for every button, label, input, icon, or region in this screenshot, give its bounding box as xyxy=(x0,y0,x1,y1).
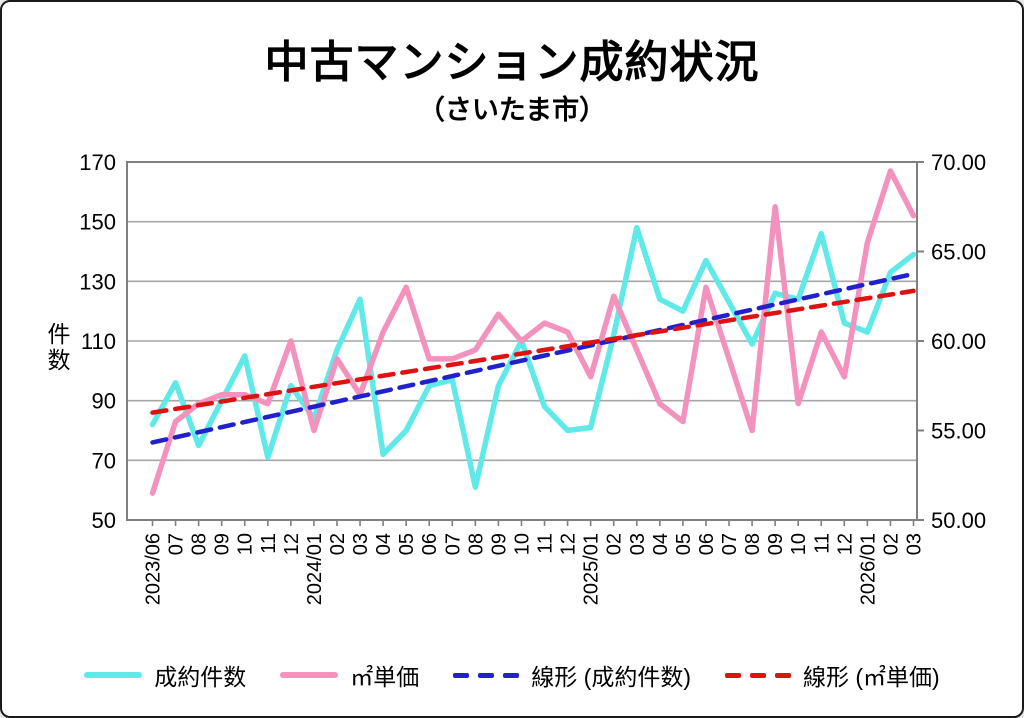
y-right-tick-label: 65.00 xyxy=(931,240,986,265)
legend-label: ㎡単価 xyxy=(350,664,420,690)
legend-dash-segment xyxy=(750,672,766,678)
x-axis-label: 09 xyxy=(765,533,787,555)
legend-dash-segment xyxy=(775,672,791,678)
y-left-tick-label: 110 xyxy=(81,329,116,354)
x-axis-label: 09 xyxy=(212,533,234,555)
legend-label: 線形 (成約件数) xyxy=(531,664,691,690)
x-axis-label: 07 xyxy=(719,533,741,555)
legend: 成約件数 ㎡単価 線形 (成約件数) 線形 (㎡単価) xyxy=(2,658,1022,692)
x-axis-label: 07 xyxy=(166,533,188,555)
y-left-tick-label: 50 xyxy=(92,508,116,533)
y-left-axis-title: 件 xyxy=(48,321,71,347)
x-axis-label: 2025/01 xyxy=(581,533,603,605)
x-axis-label: 02 xyxy=(604,533,626,555)
y-right-tick-label: 70.00 xyxy=(931,150,986,175)
legend-line-swatch xyxy=(84,672,143,678)
legend-line-swatch xyxy=(280,672,339,678)
x-axis-label: 10 xyxy=(235,533,257,555)
legend-dash-swatch xyxy=(725,672,791,678)
x-axis-label: 03 xyxy=(350,533,372,555)
x-axis-label: 12 xyxy=(558,533,580,555)
y-left-tick-label: 70 xyxy=(92,448,116,473)
y-left-tick-label: 170 xyxy=(79,150,116,175)
x-axis-label: 10 xyxy=(511,533,533,555)
y-left-axis-title: 数 xyxy=(48,347,71,373)
x-axis-label: 08 xyxy=(742,533,764,555)
x-axis-label: 2024/01 xyxy=(304,533,326,605)
x-axis-label: 2026/01 xyxy=(857,533,879,605)
x-axis-label: 12 xyxy=(834,533,856,555)
x-axis-label: 11 xyxy=(535,533,557,554)
plot-area: 170 150 130 110 90 70 50 件数 70.00 65.00 60.00 55.00… xyxy=(48,150,987,605)
y-left-tick-label: 150 xyxy=(79,210,116,235)
x-axis-label: 04 xyxy=(373,533,395,555)
y-left-tick-label: 130 xyxy=(79,269,116,294)
trendline-tanka xyxy=(150,288,916,415)
legend-dash-segment xyxy=(453,672,470,678)
x-axis-label: 02 xyxy=(327,533,349,555)
x-axis-label: 11 xyxy=(258,533,280,554)
x-axis-label: 11 xyxy=(811,533,833,554)
legend-dash-segment xyxy=(503,672,520,678)
legend-dash-swatch xyxy=(453,672,520,678)
x-axis-label: 2023/06 xyxy=(143,533,165,605)
x-axis-label: 07 xyxy=(442,533,464,555)
legend-label: 線形 (㎡単価) xyxy=(803,664,940,690)
x-axis-label: 04 xyxy=(650,533,672,555)
x-axis-label: 06 xyxy=(419,533,441,555)
x-axis-label: 12 xyxy=(281,533,303,555)
x-axis-label: 05 xyxy=(673,533,695,555)
x-axis-label: 08 xyxy=(465,533,487,555)
x-axis-label: 05 xyxy=(396,533,418,555)
x-axis-label: 09 xyxy=(488,533,510,555)
series-line-tanka xyxy=(149,168,917,496)
legend-dash-segment xyxy=(478,672,495,678)
legend-item-3: 線形 (㎡単価) xyxy=(725,658,940,692)
legend-item-1: ㎡単価 xyxy=(280,658,419,692)
chart-title: 中古マンション成約状況 xyxy=(264,38,760,87)
y-right-tick-label: 60.00 xyxy=(931,329,986,354)
x-axis-label: 03 xyxy=(627,533,649,555)
chart-subtitle: （さいたま市） xyxy=(417,95,607,125)
x-axis-label: 10 xyxy=(788,533,810,555)
trendline-kensu xyxy=(150,271,916,445)
y-right-tick-label: 50.00 xyxy=(931,508,986,533)
x-axis-label: 03 xyxy=(904,533,926,555)
x-axis-label: 02 xyxy=(880,533,902,555)
legend-item-2: 線形 (成約件数) xyxy=(453,658,691,692)
x-axis-label: 06 xyxy=(696,533,718,555)
legend-item-0: 成約件数 xyxy=(84,658,246,692)
y-right-tick-label: 55.00 xyxy=(931,419,986,444)
legend-label: 成約件数 xyxy=(154,664,247,690)
x-axis-label: 08 xyxy=(189,533,211,555)
y-left-tick-label: 90 xyxy=(92,389,116,414)
legend-dash-segment xyxy=(725,672,741,678)
